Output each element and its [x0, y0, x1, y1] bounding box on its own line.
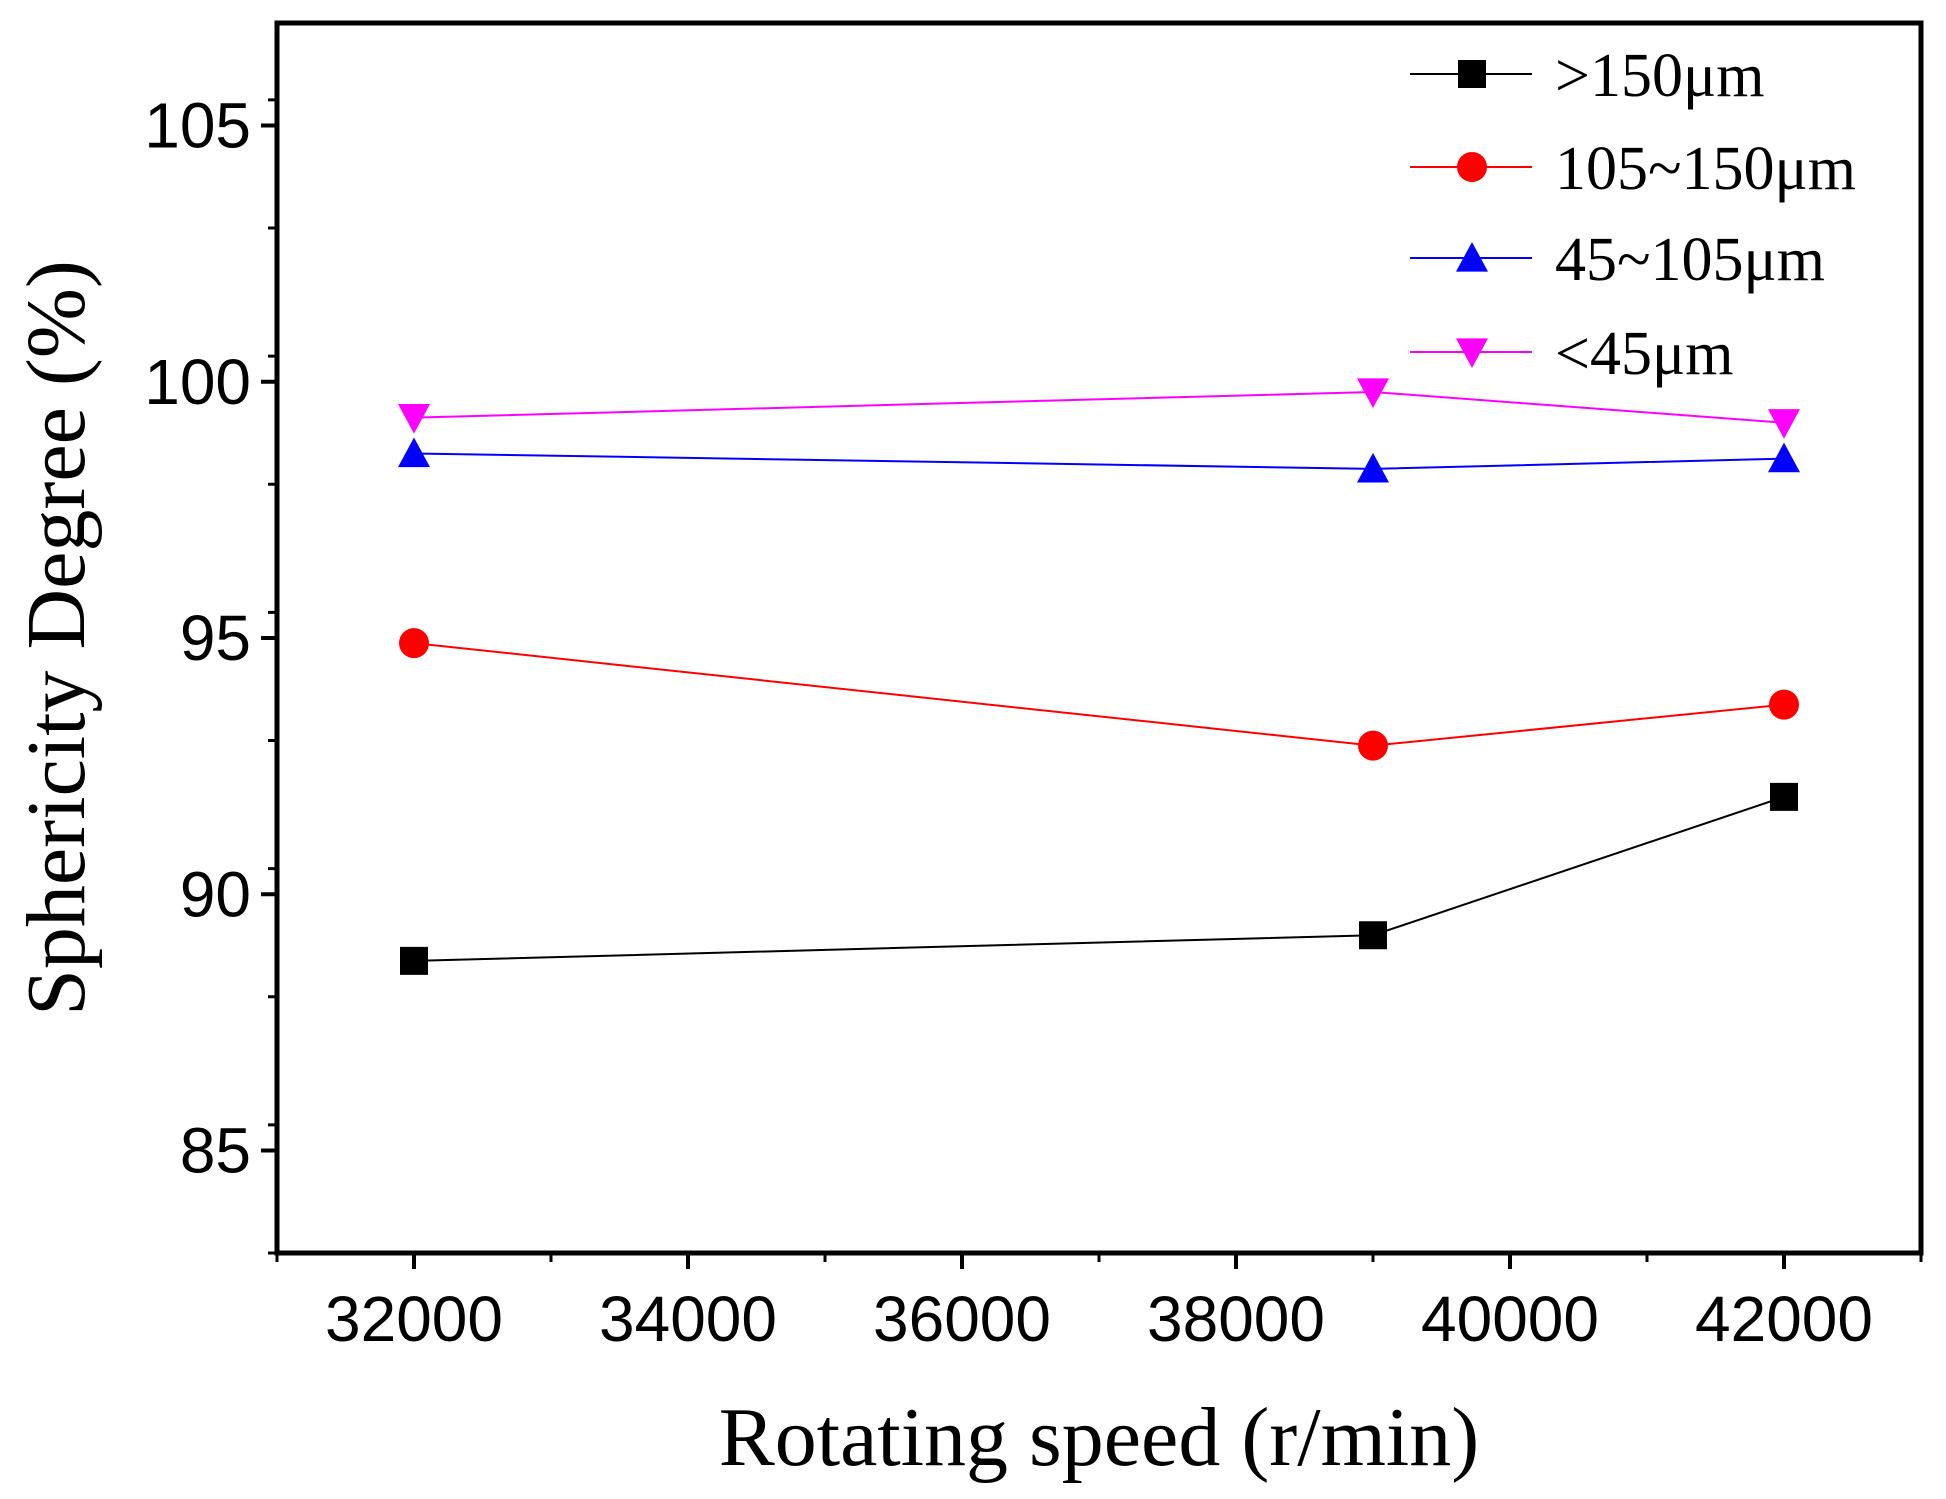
axes: 32000 34000 36000 38000 40000 42000 85 90 95 100 1…: [144, 90, 1923, 1355]
y-tick-label: 100: [144, 346, 251, 418]
legend-label: <45μm: [1555, 320, 1733, 388]
legend-entry: >150μm: [1410, 42, 1764, 110]
x-tick-label: 34000: [599, 1283, 777, 1355]
legend-entry: 105~150μm: [1410, 135, 1856, 203]
series-4: [398, 378, 1800, 439]
data-point: [398, 437, 430, 468]
x-axis-title: Rotating speed (r/min): [719, 1391, 1480, 1484]
legend-label: 105~150μm: [1555, 135, 1856, 203]
legend-label: 45~105μm: [1555, 226, 1825, 294]
legend-marker: [1456, 242, 1488, 272]
x-tick-label: 32000: [325, 1283, 503, 1355]
legend-entry: <45μm: [1410, 320, 1733, 388]
legend: >150μm 105~150μm 45~105μm <45μm: [1410, 42, 1856, 388]
x-tick-label: 40000: [1421, 1283, 1599, 1355]
legend-marker: [1457, 152, 1487, 182]
data-point: [398, 404, 430, 434]
legend-marker: [1456, 338, 1488, 368]
legend-label: >150μm: [1555, 42, 1764, 110]
legend-entry: 45~105μm: [1410, 226, 1825, 294]
series-line: [413, 795, 1785, 962]
data-point: [1357, 378, 1389, 408]
data-point: [1768, 442, 1800, 473]
data-point: [1769, 689, 1799, 720]
series-2: [399, 628, 1799, 761]
data-point: [1770, 782, 1798, 811]
data-point: [1358, 730, 1388, 761]
plot-frame: [274, 20, 1924, 1256]
data-point: [1768, 409, 1800, 439]
data-point: [399, 628, 429, 659]
data-point: [1359, 921, 1387, 950]
x-tick-label: 42000: [1695, 1283, 1873, 1355]
x-tick-label: 38000: [1147, 1283, 1325, 1355]
series-1: [400, 782, 1798, 975]
y-tick-label: 95: [180, 602, 251, 674]
data-point: [1357, 452, 1389, 483]
x-tick-label: 36000: [873, 1283, 1051, 1355]
series-line: [413, 452, 1785, 470]
data-point: [400, 946, 428, 975]
series-line: [413, 390, 1785, 424]
y-axis-title: Sphericity Degree (%): [10, 260, 103, 1016]
y-tick-label: 90: [180, 858, 251, 930]
series-line: [413, 642, 1785, 747]
series-3: [398, 437, 1800, 483]
plot-marks: [398, 378, 1800, 975]
legend-marker: [1458, 60, 1486, 88]
y-tick-label: 105: [144, 90, 251, 162]
y-tick-label: 85: [180, 1115, 251, 1187]
